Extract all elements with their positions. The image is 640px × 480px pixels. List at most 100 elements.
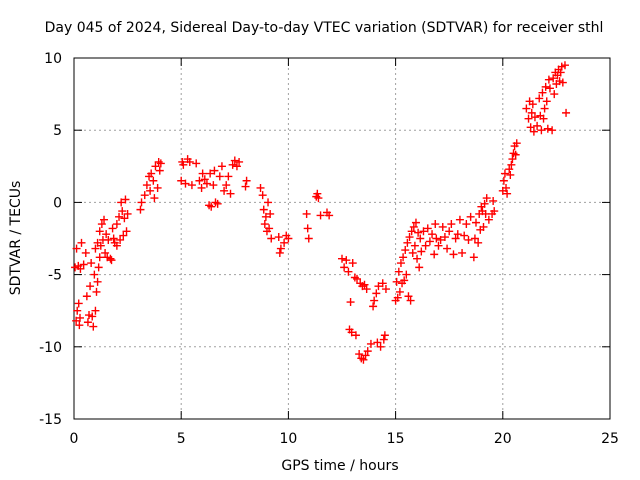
data-point	[117, 198, 126, 207]
data-point	[187, 181, 196, 190]
x-tick-label: 15	[387, 431, 405, 447]
data-point	[340, 263, 349, 272]
data-point	[258, 191, 267, 200]
data-point	[423, 224, 432, 233]
data-point	[537, 126, 546, 135]
data-point	[220, 186, 229, 195]
data-point	[86, 282, 95, 291]
data-point	[338, 254, 346, 263]
data-point	[430, 250, 439, 259]
data-point	[120, 214, 129, 223]
y-tick-labels: -15 -10 -5 0 5 10	[39, 51, 62, 428]
data-point	[116, 235, 125, 244]
data-point	[413, 254, 422, 263]
data-point	[123, 209, 132, 218]
data-point	[94, 263, 103, 272]
data-point	[400, 276, 409, 285]
data-point	[544, 75, 553, 84]
data-point	[82, 292, 91, 301]
data-point	[558, 78, 567, 87]
data-point	[543, 124, 552, 133]
data-point	[506, 170, 515, 179]
y-tick-label: -15	[39, 412, 62, 428]
y-tick-label: 10	[44, 51, 62, 67]
data-point	[438, 222, 447, 231]
data-point	[355, 350, 364, 359]
data-point	[361, 351, 370, 360]
data-point	[380, 331, 389, 340]
data-point	[303, 224, 312, 233]
data-point	[503, 189, 512, 198]
data-point	[479, 222, 488, 231]
data-point	[374, 282, 383, 291]
data-point	[359, 355, 368, 364]
data-point	[403, 238, 412, 247]
data-point	[451, 234, 460, 243]
data-point	[455, 215, 464, 224]
data-point	[541, 82, 550, 91]
data-point	[482, 194, 491, 203]
data-point	[259, 205, 268, 214]
data-point	[316, 211, 325, 220]
data-point	[260, 220, 269, 229]
data-point	[362, 285, 371, 294]
data-point	[432, 234, 441, 243]
data-point	[325, 211, 334, 220]
data-point	[156, 159, 165, 168]
data-point	[416, 234, 425, 243]
data-point	[121, 195, 130, 204]
data-point	[393, 293, 402, 302]
data-point	[266, 209, 275, 218]
data-point	[540, 104, 549, 113]
data-point	[548, 126, 557, 135]
data-point	[72, 244, 81, 253]
data-point	[395, 287, 404, 296]
data-point	[402, 270, 411, 279]
data-point	[222, 181, 231, 190]
data-point	[346, 298, 355, 307]
data-point	[443, 244, 452, 253]
data-point	[351, 331, 360, 340]
data-points	[71, 61, 571, 364]
data-point	[376, 342, 385, 351]
data-point	[466, 212, 475, 221]
data-point	[507, 160, 516, 169]
data-point	[527, 108, 536, 117]
data-point	[79, 260, 88, 269]
data-point	[242, 176, 251, 185]
data-point	[177, 176, 186, 185]
data-point	[431, 220, 440, 229]
data-point	[524, 114, 533, 123]
data-point	[360, 280, 369, 289]
data-point	[73, 306, 82, 315]
data-point	[261, 212, 270, 221]
data-point	[545, 84, 554, 93]
data-point	[213, 199, 222, 208]
data-point	[381, 285, 390, 294]
data-point	[542, 97, 551, 106]
data-point	[150, 194, 159, 203]
data-point	[396, 259, 405, 268]
data-point	[197, 183, 206, 192]
y-tick-label: -10	[39, 340, 62, 356]
data-point	[550, 90, 559, 99]
data-point	[447, 220, 456, 229]
data-point	[394, 267, 403, 276]
data-point	[409, 222, 418, 231]
data-point	[511, 150, 520, 159]
data-point	[502, 183, 511, 192]
data-point	[348, 259, 357, 268]
data-point	[147, 169, 156, 178]
data-point	[198, 169, 207, 178]
data-point	[512, 139, 521, 148]
data-point	[93, 277, 102, 286]
x-tick-label: 5	[177, 431, 186, 447]
data-point	[436, 235, 445, 244]
data-point	[347, 328, 356, 337]
y-tick-label: 0	[53, 195, 62, 211]
data-point	[528, 100, 537, 109]
data-point	[115, 212, 124, 221]
chart-title: Day 045 of 2024, Sidereal Day-to-day VTE…	[45, 20, 604, 36]
data-point	[226, 189, 235, 198]
data-point	[106, 254, 115, 263]
